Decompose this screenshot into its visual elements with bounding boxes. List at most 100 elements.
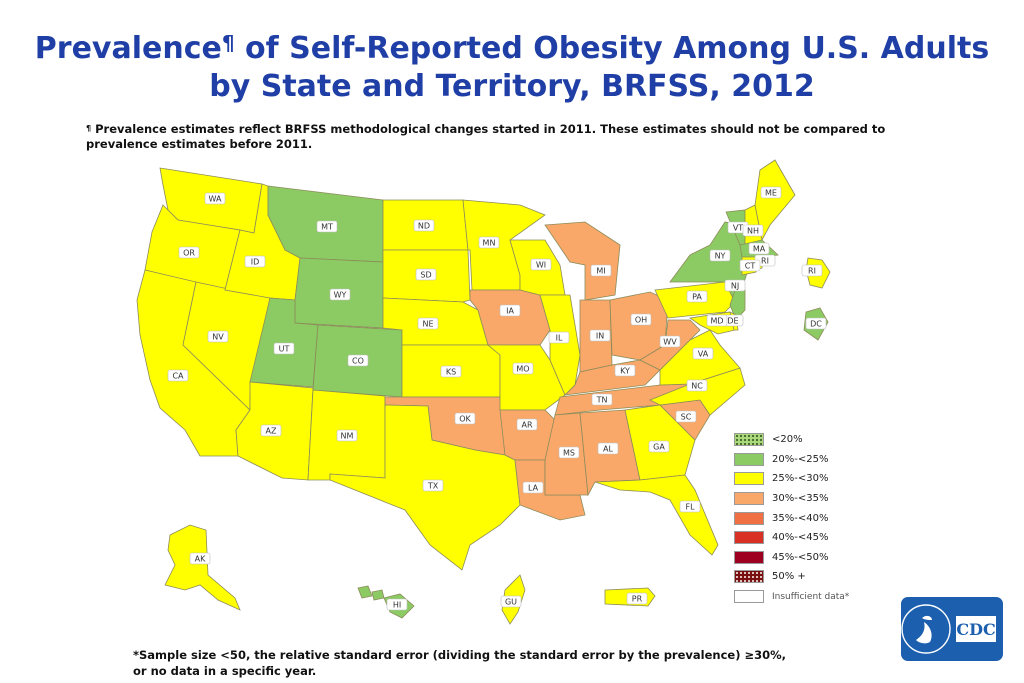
state-label-text: ND (418, 222, 430, 231)
state-label-text: MN (483, 239, 496, 248)
state-label-va: VA (692, 347, 714, 360)
state-label-gu: GU (500, 595, 522, 608)
state-label-text: DC (810, 320, 822, 329)
state-label-text: SC (681, 413, 692, 422)
state-label-ct: CT (739, 259, 761, 272)
state-label-text: IN (596, 332, 604, 341)
state-label-sc: SC (675, 410, 697, 423)
state-label-il: IL (548, 331, 570, 344)
state-label-text: KS (446, 368, 456, 377)
state-label-text: NC (691, 382, 703, 391)
legend-swatch (734, 531, 764, 545)
state-label-box (347, 354, 369, 367)
state-label-la: LA (522, 481, 544, 494)
title-footnote-mark: ¶ (221, 31, 235, 55)
state-label-box (178, 246, 200, 259)
state-label-text: WY (334, 291, 347, 300)
state-label-text: PA (692, 293, 702, 302)
state-label-box (204, 192, 226, 205)
state-label-box (440, 365, 462, 378)
cdc-logo-background (901, 597, 1003, 661)
state-label-tn: TN (591, 393, 613, 406)
state-label-box (422, 479, 444, 492)
state-label-text: MT (321, 223, 333, 232)
state-label-box (686, 290, 708, 303)
cdc-logo[interactable]: CDC (900, 596, 1004, 662)
state-label-text: AK (195, 555, 206, 564)
state-label-box (760, 186, 782, 199)
legend-label: Insufficient data* (772, 591, 850, 602)
legend-label: 30%-<35% (772, 493, 829, 505)
state-label-or: OR (178, 246, 200, 259)
state-label-text: CO (352, 357, 364, 366)
state-label-box (244, 255, 266, 268)
state-label-mt: MT (316, 220, 338, 233)
state-label-text: MD (710, 317, 723, 326)
state-label-box (692, 347, 714, 360)
state-label-ms: MS (558, 446, 580, 459)
state-label-box (273, 342, 295, 355)
state-label-box (336, 429, 358, 442)
state-label-text: UT (279, 345, 290, 354)
state-label-ri-inset: RI (801, 264, 823, 277)
state-label-ok: OK (454, 412, 476, 425)
page-title: Prevalence¶ of Self-Reported Obesity Amo… (0, 30, 1024, 106)
state-label-box (590, 264, 612, 277)
state-label-az: AZ (260, 424, 282, 437)
state-label-text: AZ (266, 427, 277, 436)
state-label-ak: AK (189, 552, 211, 565)
state-label-box (706, 314, 728, 327)
state-label-ny: NY (709, 249, 731, 262)
title-line-2: by State and Territory, BRFSS, 2012 (209, 69, 815, 104)
sample-size-note-line-2: or no data in a specific year. (133, 664, 317, 678)
state-label-box (478, 236, 500, 249)
state-label-text: WV (663, 338, 677, 347)
legend-item: 45%-<50% (734, 548, 849, 568)
state-MI[interactable] (544, 221, 621, 301)
state-label-box (417, 317, 439, 330)
legend-item: 30%-<35% (734, 489, 849, 509)
hhs-seal-ring (901, 604, 951, 654)
state-label-ga: GA (648, 440, 670, 453)
state-label-box (167, 369, 189, 382)
state-label-box (260, 424, 282, 437)
state-label-text: NJ (731, 282, 739, 291)
legend-label: 40%-<45% (772, 532, 829, 544)
legend-swatch (734, 472, 764, 486)
state-label-text: NV (212, 333, 224, 342)
state-AK[interactable] (164, 524, 241, 611)
footnote-mark: ¶ (86, 124, 92, 133)
state-label-text: TX (427, 482, 439, 491)
state-label-text: MI (596, 267, 605, 276)
state-label-text: PR (632, 595, 643, 604)
state-label-text: CT (745, 262, 756, 271)
state-label-text: MO (516, 365, 529, 374)
sample-size-footnote: *Sample size <50, the relative standard … (133, 647, 893, 679)
legend-swatch (734, 511, 764, 525)
state-FL[interactable] (594, 474, 719, 556)
state-label-box (748, 242, 770, 255)
state-label-mo: MO (512, 362, 534, 375)
state-label-text: CA (172, 372, 184, 381)
legend-swatch (734, 433, 764, 447)
state-label-box (516, 418, 538, 431)
state-label-text: NY (715, 252, 726, 261)
state-label-text: HI (393, 601, 401, 610)
legend-swatch (734, 550, 764, 564)
state-label-box (386, 598, 408, 611)
state-label-text: KY (620, 367, 630, 376)
state-label-text: MS (563, 449, 575, 458)
state-label-nj: NJ (724, 279, 746, 292)
state-label-text: RI (761, 257, 769, 266)
state-label-text: VA (698, 350, 709, 359)
state-label-text: LA (528, 484, 539, 493)
legend-label: 20%-<25% (772, 453, 829, 465)
state-MO[interactable] (486, 344, 566, 411)
state-label-text: GA (653, 443, 665, 452)
state-label-ar: AR (516, 418, 538, 431)
state-label-mn: MN (478, 236, 500, 249)
state-label-text: NH (747, 227, 759, 236)
state-label-box (679, 500, 701, 513)
state-label-al: AL (597, 442, 619, 455)
state-label-box (499, 304, 521, 317)
